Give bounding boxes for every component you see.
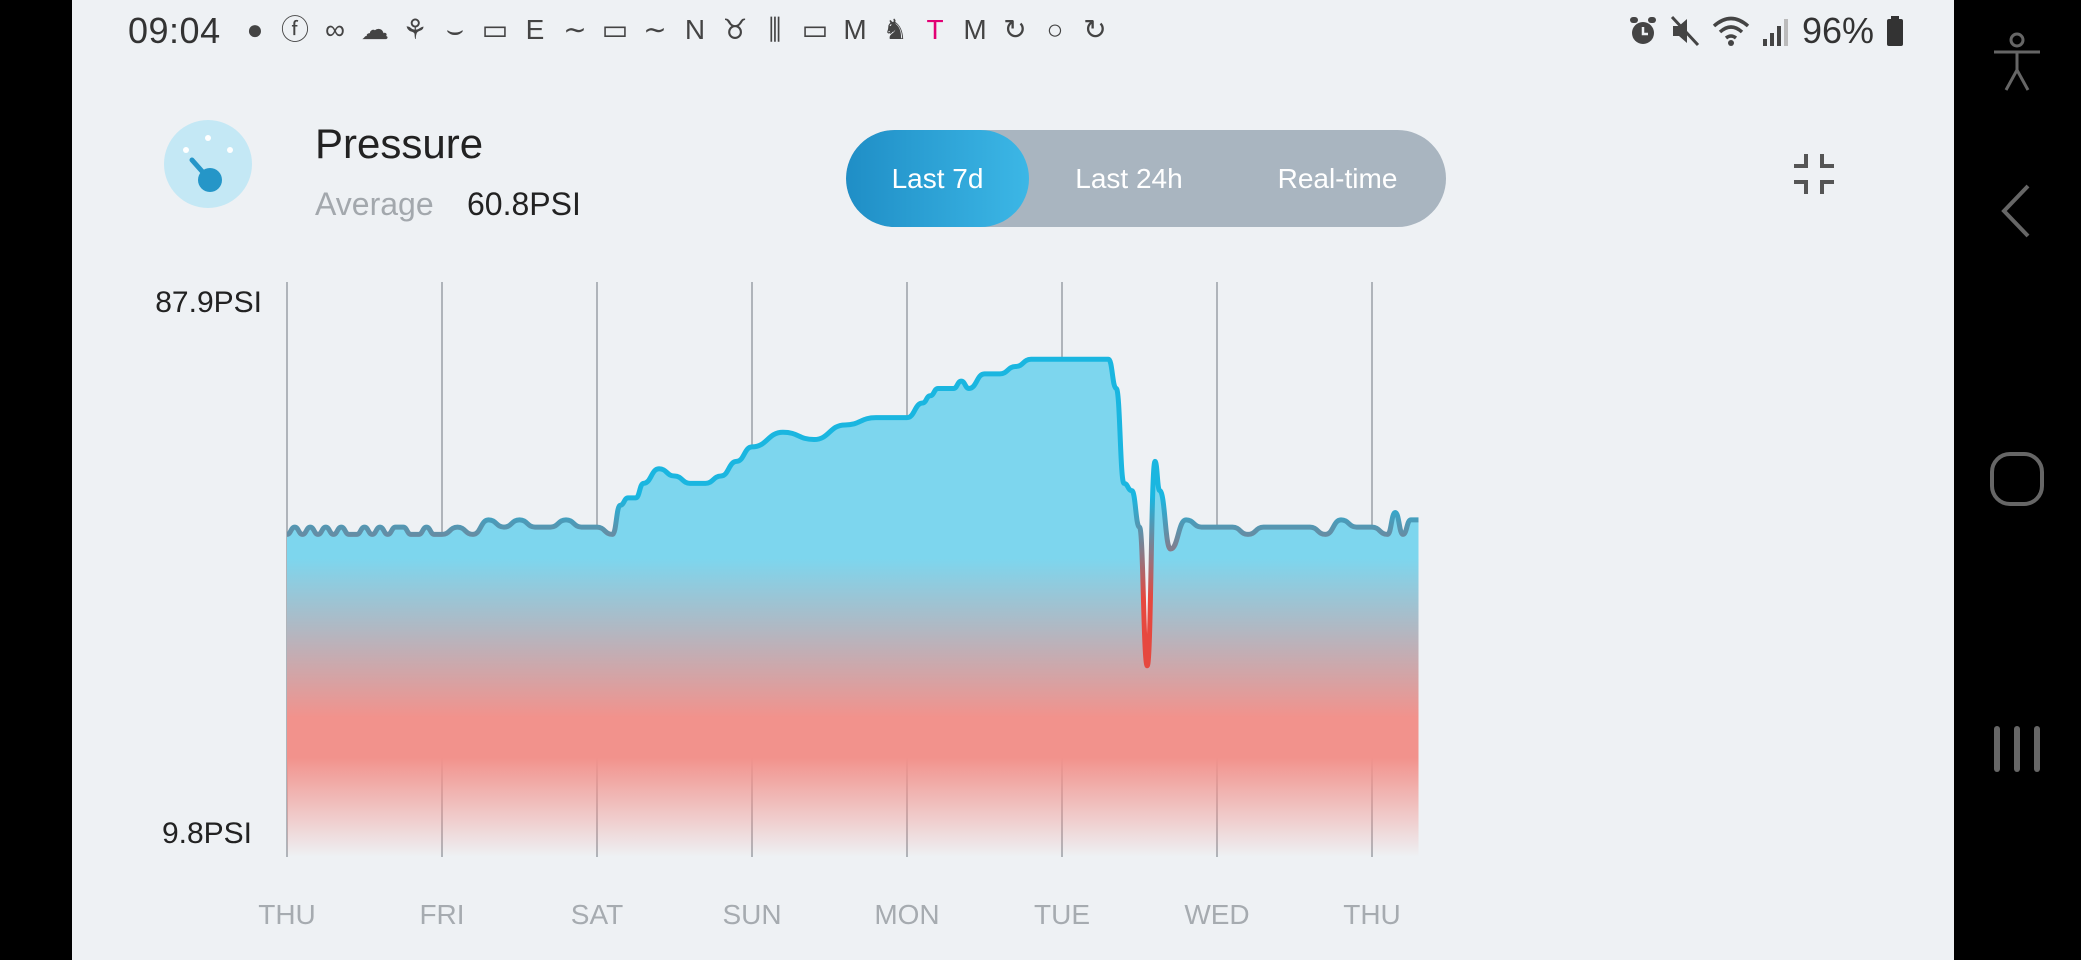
- back-icon[interactable]: [1984, 178, 2050, 244]
- eye-mask-icon: ∞: [325, 14, 345, 45]
- recent-apps-icon[interactable]: [1984, 716, 2050, 782]
- t-mobile-icon: T: [926, 14, 944, 45]
- system-icons: 96%: [1628, 10, 1904, 52]
- x-axis-labels: THU FRI SAT SUN MON TUE WED THU: [258, 899, 1401, 930]
- time-range-selector: Last 7d Last 24h Real-time: [846, 130, 1446, 227]
- system-navigation-bar: [1954, 0, 2081, 960]
- home-icon[interactable]: [1984, 446, 2050, 512]
- ring-icon: ○: [1046, 14, 1064, 45]
- x-tick-label-sun-3: SUN: [722, 899, 781, 930]
- y-max-label: 87.9PSI: [155, 286, 262, 319]
- battery-percentage: 96%: [1801, 10, 1874, 51]
- pressure-gauge-icon: [164, 120, 252, 208]
- pressure-line: [286, 356, 1419, 669]
- collapse-icon[interactable]: [1790, 150, 1838, 198]
- palm-tree-icon: ⚘: [402, 14, 428, 45]
- status-clock: 09:04: [128, 10, 221, 51]
- pressure-area: [287, 359, 1419, 857]
- tab-real-time[interactable]: Real-time: [1277, 163, 1398, 194]
- horse-icon: ♞: [882, 14, 908, 45]
- tab-last-24h[interactable]: Last 24h: [1075, 163, 1183, 194]
- average-value: 60.8PSI: [467, 186, 581, 222]
- wifi-icon: [1712, 16, 1750, 46]
- soundwave-icon: ⫼: [768, 14, 782, 45]
- gmail-icon: M: [843, 14, 867, 45]
- cloud-icon: ☁: [361, 14, 389, 45]
- calm-icon: ∼: [563, 14, 587, 45]
- malwarebytes-icon: M: [963, 14, 987, 45]
- x-tick-label-tue-5: TUE: [1034, 899, 1090, 930]
- laptop-icon: ▭: [801, 14, 829, 45]
- signal-icon: [1762, 19, 1788, 46]
- E-icon: E: [525, 14, 545, 45]
- status-bar: 09:04 ● ⓕ ∞ ☁ ⚘ ⌣ ▭ E ∼ ▭ ∼ N ♉ ⫼ ▭ M ♞ T M ↻ ○ ↻ 96%: [72, 0, 1954, 64]
- battery-icon: [1887, 16, 1903, 46]
- x-tick-label-thu-0: THU: [258, 899, 316, 930]
- x-tick-label-fri-1: FRI: [419, 899, 464, 930]
- app-screen: 09:04 ● ⓕ ∞ ☁ ⚘ ⌣ ▭ E ∼ ▭ ∼ N ♉ ⫼ ▭ M ♞ T M ↻ ○ ↻ 96% Pressur…: [72, 0, 1954, 960]
- calm-icon: ∼: [643, 14, 667, 45]
- accessibility-icon[interactable]: [1984, 30, 2050, 96]
- mute-icon: [1670, 15, 1700, 47]
- x-tick-label-thu-7: THU: [1343, 899, 1401, 930]
- npr-icon: ▭: [481, 14, 509, 45]
- page-title: Pressure: [315, 120, 484, 167]
- cat-icon: ♉: [722, 14, 748, 45]
- chat-bubble-icon: ●: [246, 14, 264, 45]
- pressure-chart: 87.9PSI 9.8PSI THU FRI SAT SUN MON TUE WED THU: [155, 282, 1419, 930]
- x-tick-label-mon-4: MON: [874, 899, 939, 930]
- x-tick-label-sat-2: SAT: [571, 899, 623, 930]
- notification-icons: ● ⓕ ∞ ☁ ⚘ ⌣ ▭ E ∼ ▭ ∼ N ♉ ⫼ ▭ M ♞ T M ↻ ○ ↻: [238, 12, 1112, 48]
- tab-last-7d[interactable]: Last 7d: [846, 130, 1029, 227]
- npr-icon: ▭: [601, 14, 629, 45]
- amazon-smile-icon: ⌣: [445, 14, 465, 45]
- netflix-icon: N: [684, 14, 706, 45]
- x-tick-label-wed-6: WED: [1184, 899, 1249, 930]
- facebook-icon: ⓕ: [280, 14, 309, 45]
- y-min-label: 9.8PSI: [162, 817, 252, 850]
- average-label: Average: [315, 186, 434, 222]
- refresh-icon: ↻: [1083, 14, 1107, 45]
- sync-icon: ↻: [1003, 14, 1027, 45]
- alarm-icon: [1629, 17, 1656, 44]
